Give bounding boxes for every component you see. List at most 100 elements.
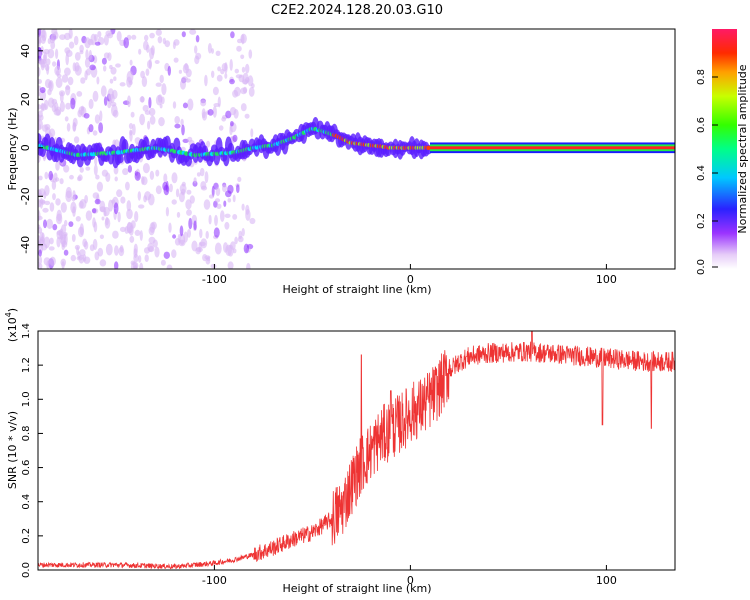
noise-speckle [245,204,250,215]
noise-speckle [240,87,248,95]
noise-speckle [88,124,94,133]
noise-speckle [184,62,189,71]
noise-speckle [47,97,55,108]
noise-speckle [83,256,91,264]
noise-speckle [220,68,225,75]
noise-speckle [179,225,184,237]
noise-speckle [116,31,122,42]
ridge-core [426,145,431,150]
noise-speckle [129,130,133,142]
noise-speckle [120,196,126,204]
noise-speckle [60,202,67,213]
noise-speckle [193,220,197,231]
noise-speckle [211,185,215,198]
noise-speckle [44,123,51,131]
noise-speckle [119,226,127,233]
noise-speckle [38,249,42,257]
noise-speckle [117,211,121,223]
noise-speckle [185,199,192,210]
noise-speckle [246,262,251,269]
noise-speckle [148,107,156,117]
noise-speckle [171,199,177,205]
noise-speckle [50,41,56,50]
noise-speckle [147,60,152,69]
noise-speckle [126,221,132,234]
noise-speckle [94,114,100,124]
noise-speckle [41,103,47,111]
noise-speckle [210,263,217,269]
noise-speckle [220,210,225,223]
colorbar: 0.0 0.2 0.4 0.6 0.8 Normalized spectral ampl… [696,29,749,275]
noise-speckle [216,203,222,209]
noise-speckle [103,34,109,46]
noise-speckle [144,254,149,262]
y-tick-label: 0.6 [21,460,32,476]
noise-speckle [68,41,75,49]
noise-speckle [223,200,227,207]
x-tick-label: -100 [202,574,227,587]
noise-speckle [188,217,193,230]
noise-speckle [208,194,215,199]
noise-speckle [186,189,192,195]
noise-speckle [85,166,91,171]
spectrogram-image [38,29,256,269]
noise-speckle [80,105,85,112]
noise-speckle [173,57,179,63]
noise-speckle [149,32,155,39]
noise-speckle [61,74,69,83]
noise-speckle [74,52,81,61]
y-tick-label: 1.2 [21,357,32,373]
noise-speckle [149,47,155,60]
snr-scale-exponent: 4 [4,312,13,317]
snr-line [38,331,675,570]
noise-speckle [147,120,151,130]
noise-speckle [174,116,180,124]
noise-speckle [64,116,69,122]
noise-speckle [44,200,51,206]
noise-speckle [50,34,57,42]
noise-speckle [43,236,51,249]
noise-speckle [206,140,211,148]
noise-speckle [138,255,142,263]
noise-speckle [151,221,157,230]
noise-speckle [167,65,171,76]
noise-speckle [38,199,42,208]
noise-speckle [107,52,112,61]
noise-speckle [88,98,94,110]
noise-speckle [89,64,96,71]
noise-speckle [243,243,250,254]
noise-speckle [201,108,206,119]
noise-speckle [181,124,185,136]
noise-speckle [236,184,240,194]
noise-speckle [232,248,237,254]
colorbar-tick-label: 0.0 [696,259,707,275]
noise-speckle [99,259,107,267]
noise-speckle [84,57,91,68]
noise-speckle [67,76,74,86]
noise-speckle [171,249,177,259]
spectrogram-x-label: Height of straight line (km) [282,283,431,296]
noise-speckle [49,256,56,266]
noise-speckle [214,198,221,203]
noise-speckle [80,77,86,84]
colorbar-tick-label: 0.4 [696,165,707,181]
svg-text:(x104): (x104) [4,308,19,342]
noise-speckle [126,70,134,83]
noise-speckle [41,29,47,42]
noise-speckle [43,48,50,55]
colorbar-ticks: 0.0 0.2 0.4 0.6 0.8 [696,69,718,275]
snr-series [38,331,675,570]
noise-speckle [83,241,89,250]
snr-panel: -100 0 100 0.0 0.2 0.4 0.6 0.8 1.0 1.2 1.4 Height … [4,308,676,595]
noise-speckle [65,85,71,90]
spectrogram-panel: -100 0 100 -40 -20 0 20 40 Height of straight l… [6,28,749,296]
noise-speckle [92,217,96,228]
noise-speckle [77,174,83,181]
noise-speckle [241,79,249,85]
noise-speckle [207,109,214,116]
noise-speckle [47,38,52,45]
noise-speckle [200,185,208,191]
noise-speckle [38,224,41,230]
noise-speckle [113,76,117,81]
noise-speckle [100,85,107,97]
